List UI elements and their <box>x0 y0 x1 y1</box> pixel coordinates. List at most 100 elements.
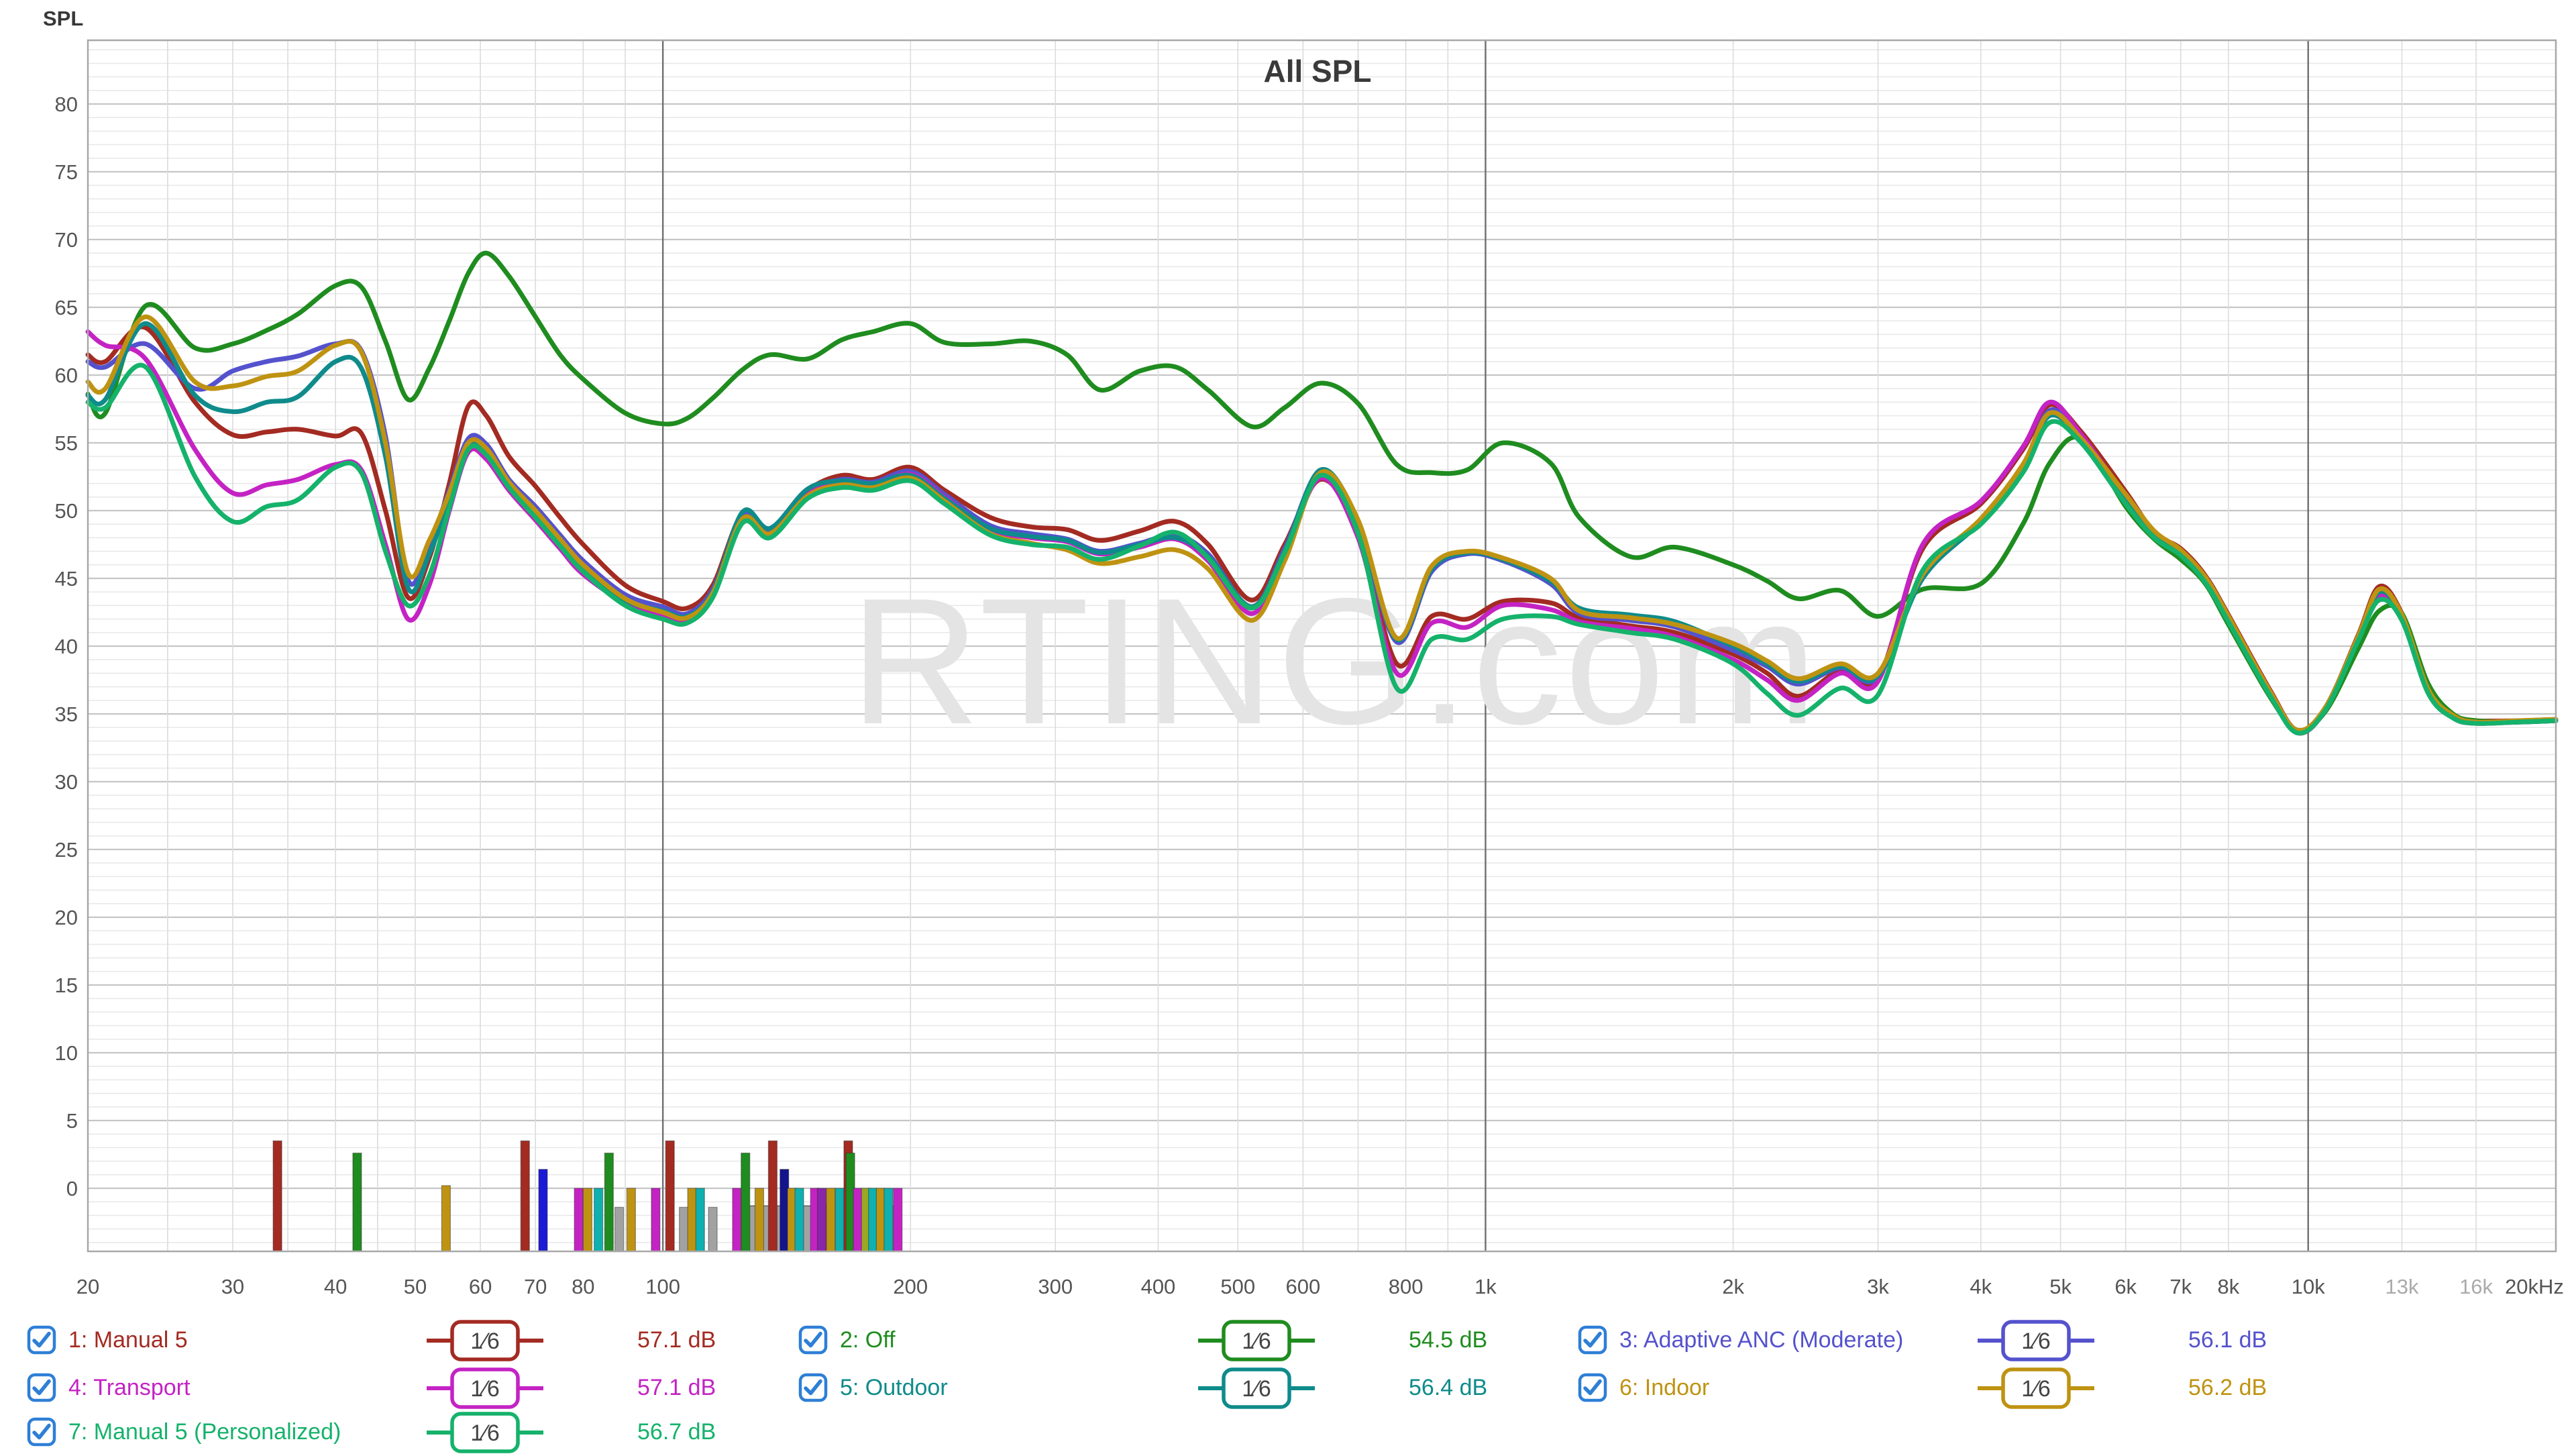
y-tick-label: 60 <box>55 364 78 387</box>
legend-label-transport[interactable]: 4: Transport <box>68 1375 191 1400</box>
x-tick-label: 30 <box>221 1275 244 1298</box>
legend-checkbox-transport[interactable] <box>27 1373 56 1402</box>
y-tick-label: 70 <box>55 228 78 252</box>
x-tick-label: 5k <box>2049 1275 2072 1298</box>
watermark: RTING.com <box>850 560 1820 762</box>
y-tick-label: 35 <box>55 703 78 726</box>
y-tick-label: 20 <box>55 906 78 929</box>
bar <box>574 1188 584 1252</box>
gridlines-minor-vertical <box>167 40 2477 1251</box>
legend-checkbox-anc[interactable] <box>1578 1325 1607 1355</box>
svg-text:1⁄6: 1⁄6 <box>470 1420 500 1446</box>
y-tick-label: 65 <box>55 296 78 319</box>
x-tick-label: 60 <box>469 1275 492 1298</box>
y-tick-label: 5 <box>66 1109 78 1133</box>
y-tick-label: 15 <box>55 974 78 997</box>
bar <box>651 1188 661 1252</box>
smoothing-badge-transport[interactable]: 1⁄6 <box>427 1367 543 1410</box>
x-tick-label: 1k <box>1474 1275 1497 1298</box>
legend-checkbox-indoor[interactable] <box>1578 1373 1607 1402</box>
x-tick-label: 20 <box>76 1275 99 1298</box>
smoothing-badge-anc[interactable]: 1⁄6 <box>1978 1319 2094 1362</box>
x-tick-label: 70 <box>524 1275 547 1298</box>
x-tick-label: 50 <box>404 1275 427 1298</box>
legend-label-m1p[interactable]: 7: Manual 5 (Personalized) <box>68 1419 341 1445</box>
bar <box>883 1188 894 1252</box>
x-tick-label: 300 <box>1038 1275 1073 1298</box>
x-tick-label: 10k <box>2292 1275 2325 1298</box>
svg-text:1⁄6: 1⁄6 <box>470 1376 500 1402</box>
bar <box>794 1188 804 1252</box>
gridlines-major-horizontal <box>88 103 2556 1190</box>
x-tick-label: 100 <box>645 1275 680 1298</box>
x-tick-label: 16k <box>2459 1275 2493 1298</box>
bar <box>614 1206 625 1252</box>
legend-value-transport: 57.1 dB <box>637 1375 716 1400</box>
spl-curves <box>85 250 2559 736</box>
legend-label-off[interactable]: 2: Off <box>840 1327 896 1353</box>
bar <box>893 1188 903 1252</box>
bar <box>741 1152 751 1252</box>
legend-checkbox-m1p[interactable] <box>27 1417 56 1447</box>
legend-label-indoor[interactable]: 6: Indoor <box>1619 1375 1710 1400</box>
x-tick-label: 3k <box>1867 1275 1889 1298</box>
x-tick-label: 2k <box>1722 1275 1744 1298</box>
x-tick-label: 800 <box>1389 1275 1424 1298</box>
x-tick-label: 400 <box>1141 1275 1176 1298</box>
smoothing-badge-off[interactable]: 1⁄6 <box>1198 1319 1315 1362</box>
legend-checkbox-outdoor[interactable] <box>798 1373 828 1402</box>
bar <box>538 1169 548 1252</box>
bar <box>352 1152 362 1252</box>
y-tick-label: 30 <box>55 770 78 794</box>
bar <box>272 1140 282 1252</box>
bar <box>835 1188 845 1252</box>
y-tick-label: 80 <box>55 93 78 116</box>
legend-value-indoor: 56.2 dB <box>2188 1375 2267 1400</box>
x-tick-label: 600 <box>1286 1275 1321 1298</box>
bar <box>520 1140 530 1252</box>
svg-text:1⁄6: 1⁄6 <box>2021 1329 2051 1354</box>
legend-value-off: 54.5 dB <box>1409 1327 1488 1353</box>
legend: 1: Manual 5 1⁄6 57.1 dB 2: Off 1⁄6 54.5 dB 3: … <box>0 1315 2576 1454</box>
bar <box>826 1188 836 1252</box>
y-axis-title: SPL <box>43 7 83 30</box>
svg-text:1⁄6: 1⁄6 <box>2021 1376 2051 1402</box>
y-tick-label: 40 <box>55 635 78 658</box>
x-tick-label: 500 <box>1220 1275 1255 1298</box>
y-tick-label: 75 <box>55 160 78 184</box>
x-tick-label: 13k <box>2385 1275 2418 1298</box>
bar <box>679 1206 689 1252</box>
svg-text:1⁄6: 1⁄6 <box>1242 1329 1271 1354</box>
svg-text:1⁄6: 1⁄6 <box>470 1329 500 1354</box>
bar <box>594 1188 604 1252</box>
curve-m1p <box>85 362 2559 736</box>
gridlines-major-vertical <box>661 40 2309 1251</box>
bar <box>582 1188 593 1252</box>
bar <box>853 1188 863 1252</box>
smoothing-badge-m1p[interactable]: 1⁄6 <box>427 1411 543 1454</box>
legend-label-outdoor[interactable]: 5: Outdoor <box>840 1375 948 1400</box>
x-tick-label: 7k <box>2169 1275 2192 1298</box>
plot-frame <box>87 39 2557 1253</box>
legend-label-m1[interactable]: 1: Manual 5 <box>68 1327 188 1353</box>
smoothing-badge-m1[interactable]: 1⁄6 <box>427 1319 543 1362</box>
x-tick-label: 20kHz <box>2505 1275 2564 1298</box>
legend-label-anc[interactable]: 3: Adaptive ANC (Moderate) <box>1619 1327 1904 1353</box>
x-tick-label: 40 <box>324 1275 347 1298</box>
y-tick-label: 55 <box>55 431 78 455</box>
bar <box>754 1188 765 1252</box>
bar <box>767 1140 778 1252</box>
x-tick-label: 200 <box>893 1275 928 1298</box>
bar <box>441 1185 451 1252</box>
legend-value-anc: 56.1 dB <box>2188 1327 2267 1353</box>
bar <box>687 1188 697 1252</box>
legend-checkbox-off[interactable] <box>798 1325 828 1355</box>
smoothing-badge-outdoor[interactable]: 1⁄6 <box>1198 1367 1315 1410</box>
spl-chart: SPL RTING.com 80 75 70 65 60 55 50 45 40 35 30 25 20… <box>43 7 2564 1298</box>
legend-checkbox-m1[interactable] <box>27 1325 56 1355</box>
x-tick-label: 4k <box>1970 1275 1992 1298</box>
smoothing-badge-indoor[interactable]: 1⁄6 <box>1978 1367 2094 1410</box>
gridlines-minor-horizontal <box>88 49 2556 1243</box>
legend-value-m1: 57.1 dB <box>637 1327 716 1353</box>
